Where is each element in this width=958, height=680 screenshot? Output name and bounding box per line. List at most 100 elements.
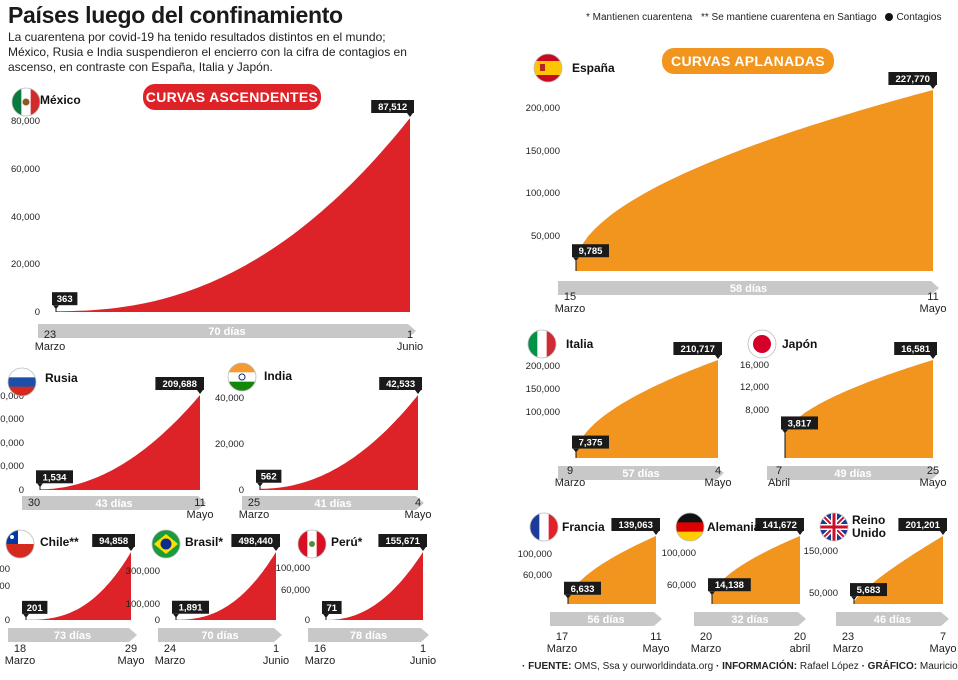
germany-flag-icon-rim: [675, 512, 705, 542]
japan-flag-icon-sun: [753, 335, 771, 353]
chart-india-duration: 41 días: [314, 498, 351, 510]
chart-alemania-x-start-month: Marzo: [691, 643, 722, 655]
spain-flag-icon-arms: [540, 64, 545, 71]
chart-reinounido-duration: 46 días: [874, 614, 911, 626]
chart-rusia-ytick: 200,000: [0, 391, 24, 402]
chart-españa-ytick: 200,000: [526, 103, 560, 114]
chart-japón-duration-arrow: [767, 466, 939, 480]
chart-japón-end-label-box: [894, 342, 937, 355]
chart-brasil-start-label-box: [172, 600, 209, 614]
legend-star-quarantine: * Mantienen cuarentena: [586, 12, 693, 23]
chart-rusia-x-start-day: 30: [28, 497, 40, 509]
chart-italia-end-label: 210,717: [673, 342, 722, 359]
legend-star-santiago: ** Se mantiene cuarentena en Santiago: [700, 12, 877, 23]
chart-india-ytick: 20,000: [215, 439, 244, 450]
chart-perú-area: [326, 552, 423, 620]
chart-españa-x-end-day: 11: [927, 291, 938, 303]
chart-italia-start-label-pointer: [573, 448, 579, 453]
mexico-flag-icon: [11, 87, 41, 117]
chart-rusia-end-label-box: [155, 377, 204, 390]
chart-francia-duration-arrow: [550, 612, 662, 626]
chart-india-start-label-pointer: [257, 482, 263, 487]
brazil-flag-icon: [151, 529, 181, 559]
chart-india-area: [260, 395, 418, 490]
source-line: · FUENTE: OMS, Ssa y ourworldindata.org …: [522, 661, 958, 672]
page-subtitle: La cuarentena por covid-19 ha tenido res…: [8, 30, 407, 74]
chart-italia-end-label-pointer: [715, 355, 721, 359]
brazil-flag-icon-rim: [151, 529, 181, 559]
chart-italia-start-label-box: [572, 435, 609, 449]
chart-italia-end-label-text: 210,717: [681, 344, 715, 355]
spain-flag-icon-yellow: [534, 61, 562, 75]
chart-japón-start-label-pointer: [782, 429, 788, 434]
peru-flag-icon-body: [298, 530, 326, 558]
chart-alemania-area: [712, 536, 800, 604]
chart-reinounido-end-label: 201,201: [898, 518, 947, 535]
chart-chile-area: [26, 552, 131, 620]
chart-perú-country: Perú*: [331, 535, 363, 549]
chart-españa-duration: 58 días: [730, 283, 767, 295]
chart-perú-x-end-month: Junio: [410, 655, 436, 667]
chart-chile-duration-arrow: [8, 628, 137, 642]
peru-flag-icon-rim: [297, 529, 327, 559]
chart-alemania-start-label: 14,138: [708, 578, 751, 596]
legend-dot-icon: [885, 13, 894, 21]
chart-italia-x-start-day: 9: [567, 465, 573, 477]
chart-chile-x-start-day: 18: [14, 643, 26, 655]
chart-chile-duration: 73 días: [54, 630, 91, 642]
japan-flag-icon-body: [748, 330, 776, 358]
chart-méxico-duration: 70 días: [208, 326, 245, 338]
chart-rusia-duration-arrow: [22, 496, 206, 510]
chart-rusia-start-label-text: 1,534: [43, 472, 67, 483]
france-flag-icon-rim: [529, 512, 559, 542]
chart-india-duration-arrow: [242, 496, 424, 510]
chart-chile-start-label-text: 201: [27, 603, 44, 614]
flattened-label: CURVAS APLANADAS: [662, 48, 834, 74]
chart-reinounido-country: Unido: [852, 526, 886, 540]
chart-brasil-end-label-pointer: [273, 547, 279, 551]
chart-perú-start-label-text: 71: [327, 603, 338, 614]
chart-chile-country: Chile**: [40, 535, 79, 549]
chart-francia-x-end-day: 11: [650, 631, 661, 643]
chart-perú-start-label-box: [322, 600, 342, 614]
chart-italia-ytick: 150,000: [526, 384, 560, 395]
chart-brasil-start-label: 1,891: [172, 600, 209, 618]
chart-alemania-ytick: 60,000: [667, 580, 696, 591]
chart-españa-area: [576, 90, 933, 271]
chart-españa-ytick: 50,000: [531, 231, 560, 242]
russia-flag-icon-body: [8, 368, 36, 396]
chart-méxico-x-start-day: 23: [44, 329, 56, 341]
japan-flag-icon-rim: [747, 329, 777, 359]
chart-italia-x-end-day: 4: [715, 465, 721, 477]
chart-chile-end-label-text: 94,858: [99, 536, 128, 547]
chart-japón-x-end-day: 25: [927, 465, 939, 477]
chart-reinounido-x-start-day: 23: [842, 631, 854, 643]
chart-méxico-ytick: 60,000: [11, 164, 40, 175]
chart-alemania-end-label-text: 141,672: [763, 520, 797, 531]
france-flag-icon: [529, 512, 559, 542]
germany-flag-icon-stripe: [676, 531, 704, 541]
chart-méxico-x-end-day: 1: [407, 329, 413, 341]
chart-españa-x-start-month: Marzo: [555, 303, 586, 315]
chart-españa-end-label-text: 227,770: [896, 74, 930, 85]
france-flag-icon-stripe: [530, 513, 540, 541]
chart-españa-country: España: [572, 61, 615, 75]
germany-flag-icon-body: [676, 513, 704, 541]
page-title: Países luego del confinamiento: [8, 2, 343, 28]
mexico-flag-icon-stripe: [12, 88, 22, 116]
chart-italia-start-label-text: 7,375: [579, 438, 603, 449]
chart-perú-end-label-box: [378, 534, 427, 547]
chart-japón-ytick: 8,000: [745, 405, 769, 416]
chart-rusia-duration: 43 días: [95, 498, 132, 510]
chart-rusia-x-end-day: 11: [194, 497, 205, 509]
chart-francia-duration: 56 días: [587, 614, 624, 626]
chart-india-end-label-pointer: [415, 390, 421, 394]
italy-flag-icon-rim: [527, 329, 557, 359]
chart-reinounido-end-label-pointer: [940, 531, 946, 535]
chart-méxico-ytick: 20,000: [11, 259, 40, 270]
chart-rusia-x-end-month: Mayo: [187, 509, 214, 521]
chart-italia-country: Italia: [566, 337, 594, 351]
chart-brasil-duration: 70 días: [201, 630, 238, 642]
chart-japón-x-start-month: Abril: [768, 477, 790, 489]
chile-flag-icon: [5, 529, 35, 559]
